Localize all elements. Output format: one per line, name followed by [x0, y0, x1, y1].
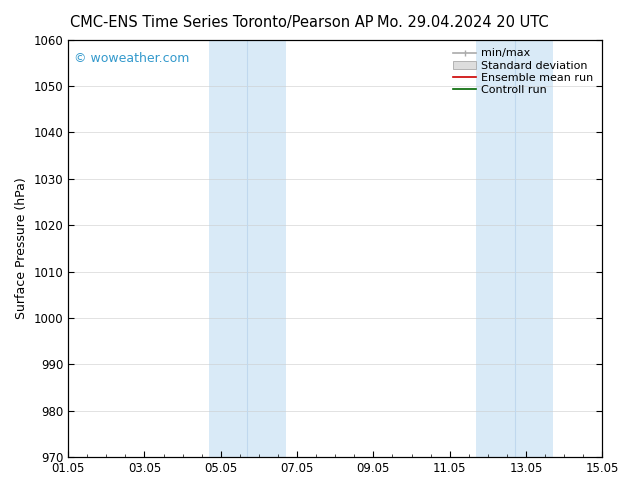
Bar: [476, 40, 553, 457]
Text: © woweather.com: © woweather.com: [74, 52, 189, 65]
Legend: min/max, Standard deviation, Ensemble mean run, Controll run: min/max, Standard deviation, Ensemble me…: [450, 45, 597, 98]
Bar: [209, 40, 286, 457]
Text: Mo. 29.04.2024 20 UTC: Mo. 29.04.2024 20 UTC: [377, 15, 548, 30]
Text: CMC-ENS Time Series Toronto/Pearson AP: CMC-ENS Time Series Toronto/Pearson AP: [70, 15, 373, 30]
Y-axis label: Surface Pressure (hPa): Surface Pressure (hPa): [15, 177, 28, 319]
